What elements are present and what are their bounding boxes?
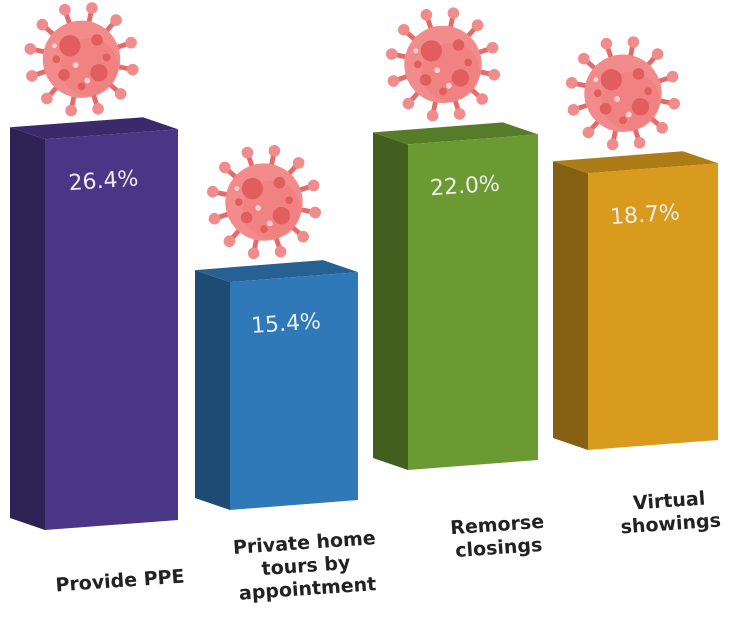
bar-side (373, 132, 408, 470)
bar (230, 272, 358, 510)
category-label: Private home tours by appointment (224, 527, 388, 607)
value-label: 18.7% (609, 200, 680, 230)
bar-side (10, 127, 45, 530)
virus-icon (24, 2, 138, 116)
value-label: 22.0% (429, 172, 500, 202)
chart: 26.4%15.4%22.0%18.7% Provide PPEPrivate … (0, 0, 731, 626)
virus-icon (386, 7, 500, 121)
value-label: 15.4% (250, 309, 321, 339)
bar-side (553, 161, 588, 450)
value-label: 26.4% (68, 166, 139, 196)
bar-side (195, 270, 230, 510)
virus-icon (566, 36, 680, 150)
virus-icon (207, 145, 321, 259)
